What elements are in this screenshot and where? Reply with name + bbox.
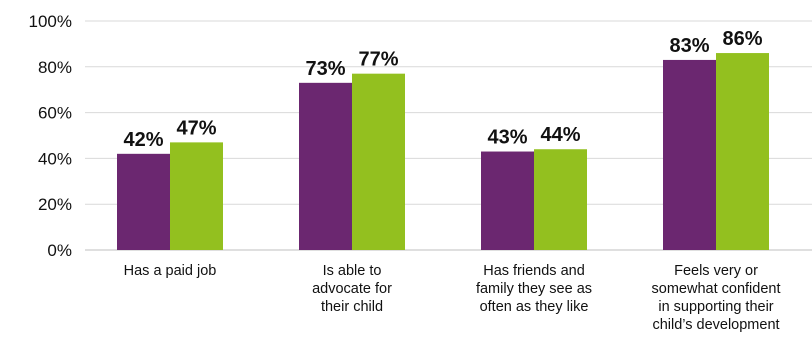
y-tick-label: 40% — [38, 149, 72, 168]
category-label-line: in supporting their — [658, 299, 773, 315]
data-label: 43% — [487, 127, 527, 149]
data-label: 73% — [305, 58, 345, 80]
y-tick-label: 60% — [38, 104, 72, 123]
bar — [117, 153, 170, 250]
bar — [663, 59, 716, 251]
category-label-line: Has a paid job — [124, 263, 217, 279]
data-label: 86% — [722, 28, 762, 50]
category-label: Has friends and family they see as often a… — [476, 263, 592, 315]
data-label: 83% — [669, 35, 709, 57]
category-label-line: child’s development — [652, 317, 779, 333]
bar — [170, 142, 223, 250]
category-label-line: often as they like — [480, 299, 589, 315]
y-tick-label: 100% — [29, 12, 72, 31]
data-label: 77% — [358, 49, 398, 71]
y-tick-label: 80% — [38, 58, 72, 77]
data-label: 44% — [540, 124, 580, 146]
data-label: 42% — [123, 129, 163, 151]
y-tick-label: 0% — [47, 241, 72, 260]
category-label-line: Has friends and — [483, 263, 585, 279]
bar — [352, 73, 405, 250]
bar — [534, 149, 587, 250]
category-label: Is able to advocate for their child — [312, 263, 392, 315]
bar — [716, 53, 769, 251]
bar — [299, 82, 352, 250]
category-label: Feels very or somewhat confident in suppor… — [652, 263, 781, 333]
category-label-line: their child — [321, 299, 383, 315]
category-label: Has a paid job — [124, 263, 217, 279]
y-tick-label: 20% — [38, 195, 72, 214]
bars — [117, 53, 769, 251]
y-axis-tick-labels: 0% 20% 40% 60% 80% 100% — [29, 12, 72, 260]
category-labels: Has a paid job Is able to advocate for thei… — [124, 263, 781, 333]
category-label-line: advocate for — [312, 281, 392, 297]
category-label-line: somewhat confident — [652, 281, 781, 297]
category-label-line: Feels very or — [674, 263, 758, 279]
category-label-line: Is able to — [323, 263, 382, 279]
bar — [481, 151, 534, 250]
category-label-line: family they see as — [476, 281, 592, 297]
data-label: 47% — [176, 117, 216, 139]
data-labels: 42% 47% 73% 77% 43% 44% 83% 86% — [123, 28, 762, 151]
